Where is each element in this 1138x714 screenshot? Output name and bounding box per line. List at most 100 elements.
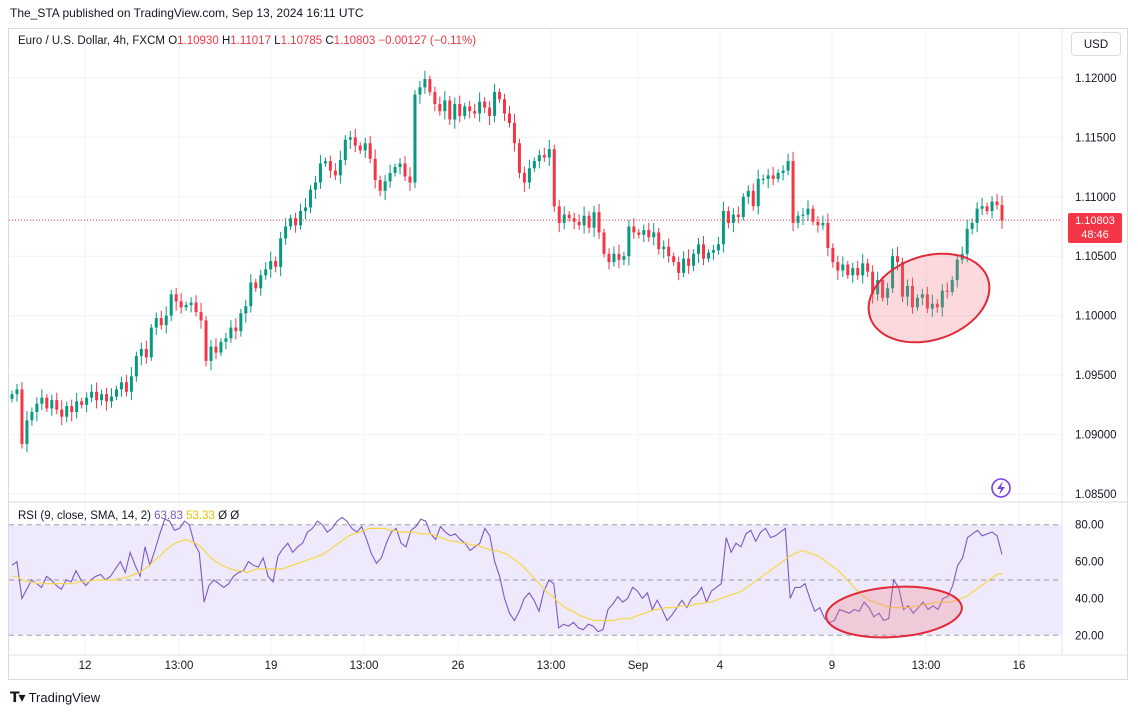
- candle-body: [781, 170, 785, 173]
- candle-body: [398, 163, 402, 168]
- candle-body: [716, 244, 720, 251]
- candle-body: [642, 230, 646, 235]
- candle: [433, 86, 437, 112]
- candle: [990, 196, 994, 219]
- candle-body: [423, 79, 427, 88]
- candle: [761, 174, 765, 185]
- candle-body: [692, 253, 696, 266]
- candle: [169, 289, 173, 322]
- candle-body: [970, 222, 974, 229]
- candle-body: [741, 196, 745, 217]
- candle-body: [940, 290, 944, 308]
- candle: [109, 388, 113, 408]
- footer-brand[interactable]: 𝗧▾ TradingView: [10, 689, 100, 706]
- candle-body: [318, 163, 322, 183]
- time-tick-label: Sep: [628, 660, 648, 672]
- candle-body: [851, 268, 855, 276]
- rsi-legend[interactable]: RSI (9, close, SMA, 14, 2) 63.83 53.33 Ø…: [18, 510, 239, 522]
- candle-body: [687, 258, 691, 266]
- currency-button[interactable]: USD: [1071, 32, 1121, 56]
- candle-body: [433, 92, 437, 104]
- candle-body: [507, 113, 511, 124]
- candle: [891, 248, 895, 293]
- candle-body: [891, 256, 895, 289]
- candle-body: [627, 226, 631, 257]
- candle: [542, 147, 546, 163]
- candle: [353, 128, 357, 153]
- close-key: C: [325, 35, 334, 47]
- candle-body: [35, 403, 39, 412]
- candle: [488, 101, 492, 126]
- candle: [562, 206, 566, 230]
- candle-body: [388, 172, 392, 182]
- candle-body: [811, 208, 815, 222]
- candle-body: [219, 341, 223, 353]
- candle: [1000, 195, 1004, 229]
- candle-body: [448, 100, 452, 120]
- candle-body: [935, 303, 939, 308]
- candle-body: [522, 172, 526, 183]
- candle: [85, 392, 89, 413]
- candle: [388, 164, 392, 188]
- time-tick-label: 16: [1013, 660, 1026, 672]
- candle: [299, 203, 303, 230]
- candle: [308, 185, 312, 213]
- candle-body: [861, 263, 865, 276]
- candle-body: [70, 406, 74, 412]
- candle-body: [542, 155, 546, 158]
- candle: [771, 167, 775, 186]
- candle-body: [199, 312, 203, 321]
- time-tick-label: 13:00: [537, 660, 566, 672]
- rsi-tick-label: 80.00: [1075, 520, 1104, 532]
- candle: [363, 137, 367, 158]
- rsi-empty-1: Ø: [218, 510, 228, 522]
- candle-body: [209, 346, 213, 361]
- candle: [413, 89, 417, 188]
- candle-body: [587, 215, 591, 228]
- candle: [915, 294, 919, 311]
- candle: [517, 138, 521, 179]
- candle-body: [333, 170, 337, 176]
- candle-body: [174, 294, 178, 302]
- candle: [607, 248, 611, 270]
- candle: [453, 97, 457, 129]
- candle-body: [796, 215, 800, 223]
- candle-body: [572, 218, 576, 222]
- candle-body: [308, 189, 312, 208]
- candle-body: [179, 301, 183, 308]
- candle: [602, 228, 606, 258]
- candle-body: [149, 327, 153, 358]
- candle-body: [114, 389, 118, 397]
- candle: [503, 93, 507, 121]
- candle-body: [597, 212, 601, 233]
- candle-body: [527, 168, 531, 183]
- price-tick-label: 1.11000: [1075, 192, 1116, 204]
- candle: [149, 324, 153, 361]
- change-value: −0.00127 (−0.11%): [378, 35, 477, 47]
- candle: [901, 257, 905, 303]
- candle: [473, 103, 477, 119]
- candle-body: [20, 389, 24, 445]
- candle: [816, 216, 820, 233]
- candle-body: [756, 178, 760, 207]
- candle-body: [119, 382, 123, 390]
- candle-body: [622, 256, 626, 260]
- candle-body: [672, 256, 676, 263]
- candle-body: [975, 208, 979, 223]
- candle: [254, 278, 258, 292]
- lightning-icon[interactable]: [991, 478, 1011, 498]
- candle-body: [299, 211, 303, 226]
- candle-body: [229, 327, 233, 339]
- candle-body: [632, 226, 636, 233]
- candle: [572, 212, 576, 230]
- rsi-line: [11, 516, 1003, 633]
- symbol-legend[interactable]: Euro / U.S. Dollar, 4h, FXCM O1.10930 H1…: [18, 35, 476, 47]
- candle: [826, 213, 830, 257]
- candle-body: [224, 338, 228, 342]
- candle-body: [95, 391, 99, 401]
- candle: [60, 400, 64, 426]
- candle: [612, 246, 616, 267]
- candle: [498, 88, 502, 103]
- candle-body: [980, 206, 984, 209]
